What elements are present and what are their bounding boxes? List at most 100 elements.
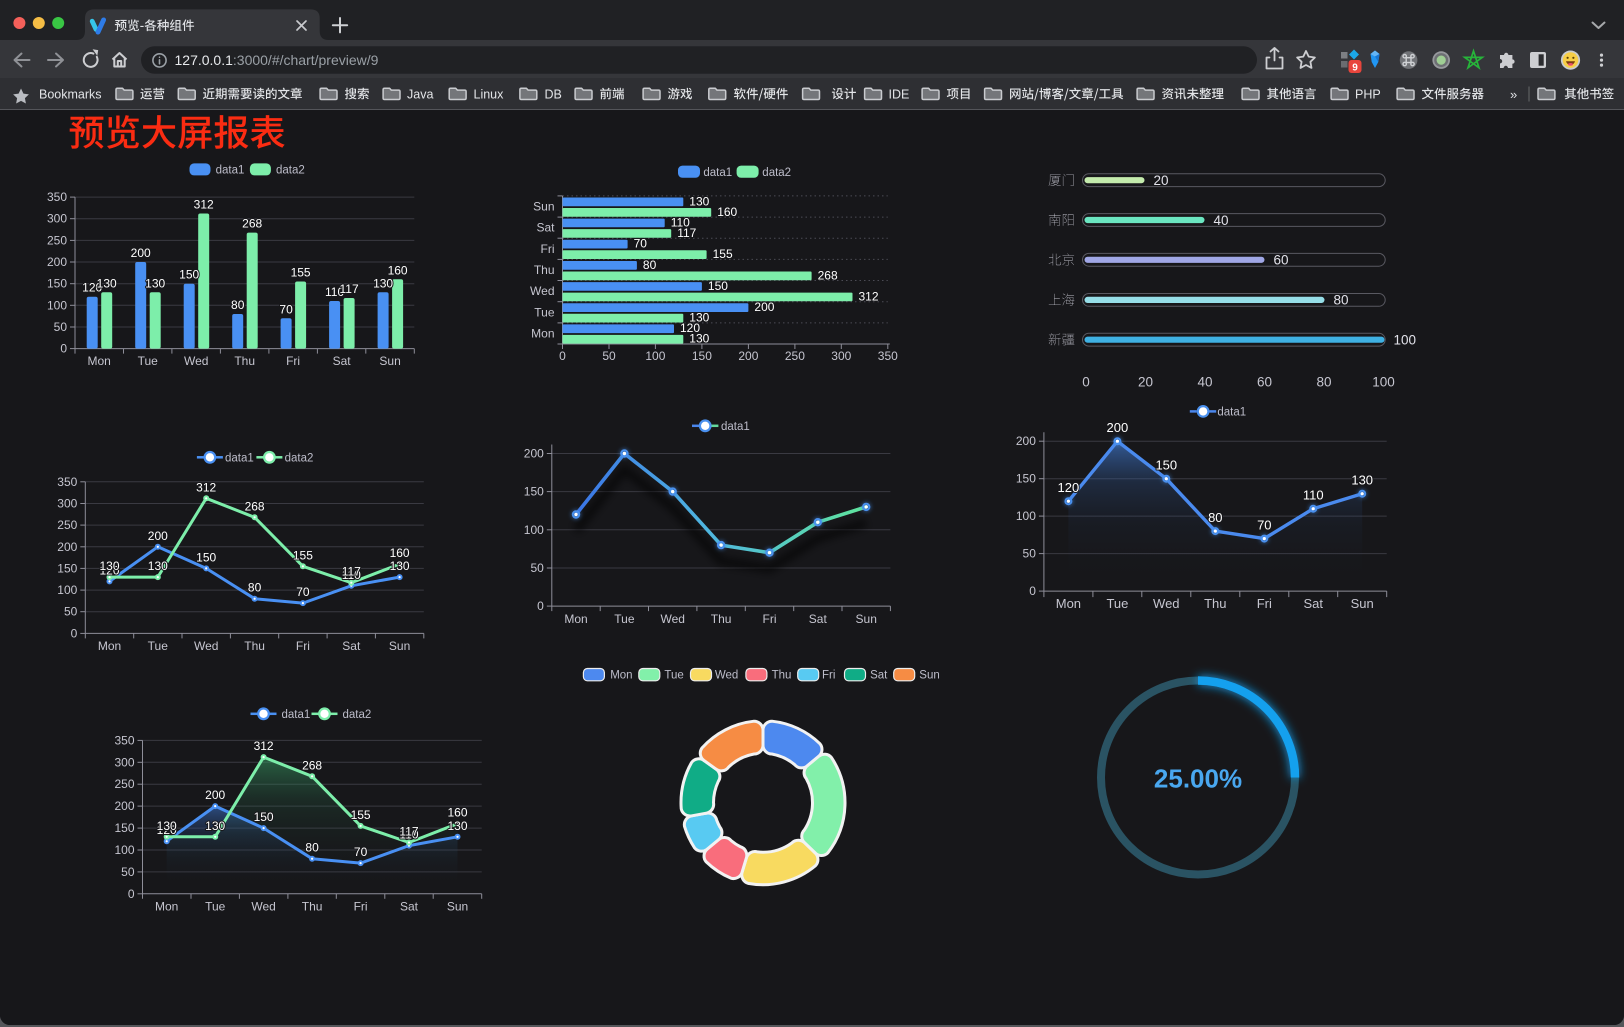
- svg-text:data2: data2: [343, 709, 372, 721]
- svg-text:50: 50: [121, 865, 135, 879]
- svg-text:Tue: Tue: [148, 639, 169, 653]
- svg-text:Sun: Sun: [919, 670, 939, 682]
- svg-text:Sun: Sun: [447, 899, 468, 913]
- svg-text:Tue: Tue: [138, 354, 159, 368]
- svg-text:120: 120: [82, 281, 102, 295]
- svg-text:Sun: Sun: [389, 639, 410, 653]
- svg-text:Wed: Wed: [660, 612, 684, 626]
- svg-text:200: 200: [148, 529, 168, 543]
- svg-text:Sat: Sat: [342, 639, 361, 653]
- svg-text:Fri: Fri: [286, 354, 300, 368]
- svg-text:130: 130: [97, 276, 117, 290]
- svg-text:PHP: PHP: [1355, 87, 1381, 101]
- svg-text:Thu: Thu: [772, 670, 792, 682]
- svg-text:0: 0: [559, 349, 566, 363]
- svg-text:Thu: Thu: [534, 263, 555, 277]
- svg-text:300: 300: [831, 349, 851, 363]
- svg-text:120: 120: [1058, 480, 1080, 495]
- svg-text:data2: data2: [285, 453, 314, 465]
- svg-text:Fri: Fri: [1257, 596, 1272, 611]
- svg-text:350: 350: [47, 190, 67, 204]
- svg-text:9: 9: [1352, 63, 1358, 74]
- svg-text:Fri: Fri: [763, 612, 777, 626]
- svg-text:268: 268: [818, 268, 838, 282]
- svg-text:250: 250: [114, 777, 134, 791]
- svg-text:25.00%: 25.00%: [1154, 764, 1242, 794]
- svg-text:150: 150: [1155, 458, 1177, 473]
- svg-text:Sat: Sat: [1303, 596, 1323, 611]
- svg-text:Sat: Sat: [333, 354, 352, 368]
- svg-text:Wed: Wed: [184, 354, 208, 368]
- svg-text:70: 70: [354, 845, 368, 859]
- svg-text:80: 80: [305, 841, 319, 855]
- svg-text:Sat: Sat: [809, 612, 828, 626]
- svg-text:110: 110: [325, 285, 344, 299]
- svg-text:250: 250: [57, 518, 77, 532]
- svg-text:200: 200: [57, 540, 77, 554]
- svg-text:Tue: Tue: [614, 612, 635, 626]
- svg-text:150: 150: [57, 561, 77, 575]
- svg-text:130: 130: [148, 559, 168, 573]
- svg-text:Mon: Mon: [98, 639, 121, 653]
- svg-text:117: 117: [342, 565, 361, 579]
- svg-text:Mon: Mon: [531, 326, 554, 340]
- svg-text:Wed: Wed: [1153, 596, 1180, 611]
- svg-text:130: 130: [205, 819, 225, 833]
- svg-text:Sun: Sun: [856, 612, 877, 626]
- svg-text:Thu: Thu: [1204, 596, 1226, 611]
- svg-text:Thu: Thu: [234, 354, 255, 368]
- svg-text:DB: DB: [545, 87, 562, 101]
- svg-text:80: 80: [1208, 510, 1222, 525]
- svg-text:Wed: Wed: [530, 284, 554, 298]
- svg-text:60: 60: [1257, 375, 1272, 390]
- svg-text:130: 130: [689, 311, 709, 325]
- svg-text:Sun: Sun: [533, 200, 554, 214]
- svg-text:0: 0: [537, 599, 544, 613]
- svg-text:250: 250: [785, 349, 805, 363]
- svg-text:268: 268: [245, 499, 265, 513]
- svg-text:Tue: Tue: [205, 899, 226, 913]
- svg-text:data1: data1: [703, 167, 732, 179]
- svg-text:250: 250: [47, 233, 67, 247]
- svg-text:155: 155: [291, 266, 311, 280]
- svg-text:Mon: Mon: [564, 612, 587, 626]
- svg-text:Java: Java: [407, 87, 433, 101]
- svg-text:50: 50: [530, 561, 544, 575]
- svg-text:70: 70: [1257, 518, 1271, 533]
- svg-text:Mon: Mon: [88, 354, 111, 368]
- svg-text:300: 300: [114, 755, 134, 769]
- svg-text:100: 100: [1372, 375, 1395, 390]
- svg-text:130: 130: [689, 194, 709, 208]
- svg-text:Sun: Sun: [379, 354, 400, 368]
- svg-text:130: 130: [689, 332, 709, 346]
- svg-text:80: 80: [248, 581, 262, 595]
- svg-text:0: 0: [1082, 375, 1090, 390]
- svg-text:Thu: Thu: [711, 612, 732, 626]
- svg-text:312: 312: [194, 198, 214, 212]
- svg-text:155: 155: [713, 247, 733, 261]
- svg-text:200: 200: [1016, 434, 1036, 448]
- svg-text:150: 150: [47, 277, 67, 291]
- svg-text:350: 350: [57, 475, 77, 489]
- svg-text:0: 0: [71, 626, 78, 640]
- svg-text:117: 117: [399, 825, 418, 839]
- svg-text:50: 50: [54, 320, 68, 334]
- svg-text:Wed: Wed: [251, 899, 275, 913]
- svg-text:150: 150: [708, 279, 728, 293]
- svg-text:150: 150: [196, 550, 216, 564]
- svg-text:130: 130: [447, 819, 467, 833]
- svg-text:40: 40: [1214, 213, 1229, 228]
- svg-text:200: 200: [524, 447, 544, 461]
- svg-text:120: 120: [99, 563, 119, 577]
- svg-text:312: 312: [859, 289, 879, 303]
- svg-text:data1: data1: [721, 421, 750, 433]
- svg-text:Bookmarks: Bookmarks: [39, 87, 102, 101]
- svg-text:data1: data1: [282, 709, 311, 721]
- svg-text:200: 200: [114, 799, 134, 813]
- svg-text:130: 130: [157, 819, 177, 833]
- svg-text:60: 60: [1274, 253, 1289, 268]
- svg-text:20: 20: [1138, 375, 1153, 390]
- svg-text:20: 20: [1154, 173, 1169, 188]
- svg-text:Sat: Sat: [400, 899, 419, 913]
- svg-text:268: 268: [302, 758, 322, 772]
